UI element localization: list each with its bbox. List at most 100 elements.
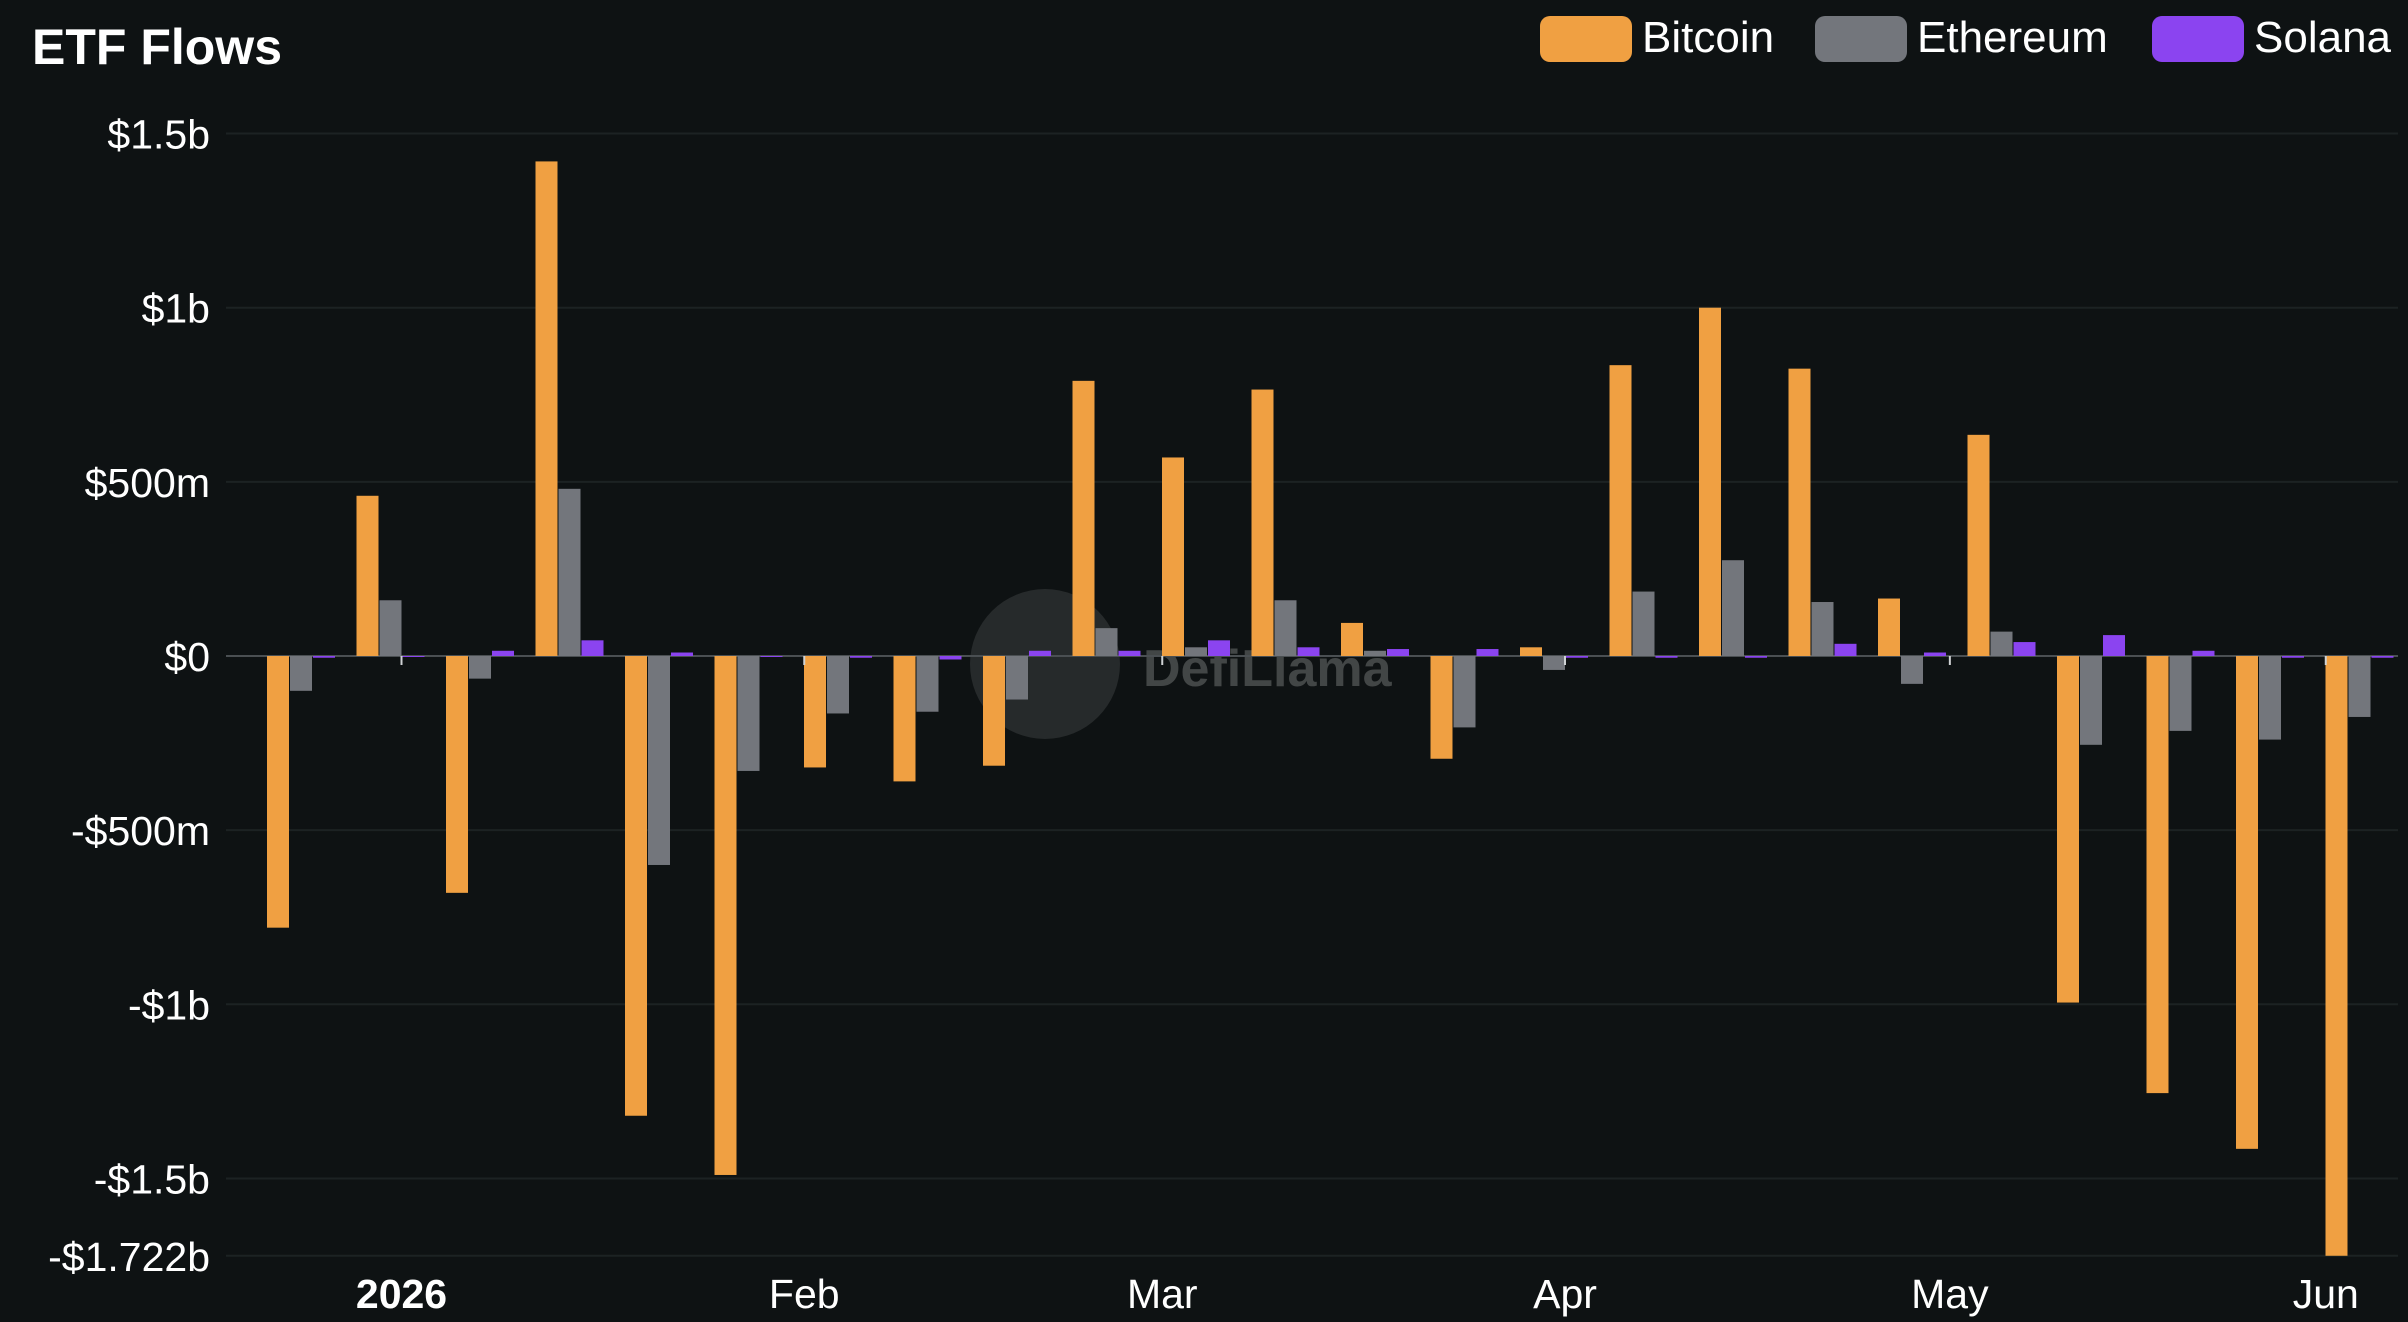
bitcoin-bar bbox=[1251, 389, 1274, 656]
x-axis-ticks: 2026 Feb Mar Apr May Jun bbox=[356, 656, 2359, 1317]
ethereum-legend-label: Ethereum bbox=[1917, 13, 2108, 62]
solana-bar bbox=[1924, 652, 1946, 656]
bitcoin-bar bbox=[1967, 434, 1990, 656]
bitcoin-bar bbox=[983, 656, 1005, 766]
bitcoin-bar bbox=[893, 656, 916, 782]
bars bbox=[267, 161, 2394, 1256]
solana-bar bbox=[671, 652, 693, 656]
solana-bar bbox=[1476, 649, 1499, 656]
y-tick-label: -$1.5b bbox=[94, 1156, 210, 1202]
bitcoin-bar bbox=[2325, 656, 2348, 1256]
bitcoin-bar bbox=[1878, 598, 1900, 656]
ethereum-bar bbox=[1632, 591, 1655, 656]
y-tick-label: -$1.722b bbox=[48, 1234, 210, 1280]
chart-title: ETF Flows bbox=[32, 19, 282, 75]
solana-bar bbox=[1745, 656, 1767, 658]
y-tick-label: $1b bbox=[142, 286, 210, 332]
bitcoin-bar bbox=[1430, 656, 1453, 759]
solana-bar bbox=[492, 650, 514, 656]
ethereum-bar bbox=[290, 656, 312, 691]
ethereum-bar bbox=[2080, 656, 2102, 745]
ethereum-bar bbox=[379, 600, 402, 656]
solana-bar bbox=[1566, 656, 1588, 658]
bitcoin-bar bbox=[2057, 656, 2079, 1003]
ethereum-bar bbox=[1811, 602, 1834, 656]
x-tick-label: 2026 bbox=[356, 1271, 447, 1317]
solana-bar bbox=[2103, 635, 2125, 656]
bitcoin-bar bbox=[804, 656, 826, 768]
bitcoin-bar bbox=[1162, 457, 1184, 656]
solana-bar bbox=[1118, 650, 1141, 656]
ethereum-bar bbox=[558, 488, 581, 656]
ethereum-bar bbox=[2169, 656, 2192, 731]
solana-bar bbox=[1655, 656, 1678, 658]
solana-bar bbox=[1029, 650, 1051, 656]
solana-bar bbox=[402, 656, 425, 657]
ethereum-bar bbox=[1095, 628, 1118, 656]
ethereum-bar bbox=[827, 656, 849, 714]
bitcoin-bar bbox=[2236, 656, 2258, 1149]
ethereum-bar bbox=[1543, 656, 1565, 670]
legend: Bitcoin Ethereum Solana bbox=[1540, 13, 2392, 62]
y-tick-label: $1.5b bbox=[107, 112, 210, 158]
ethereum-bar bbox=[1901, 656, 1923, 684]
bitcoin-bar bbox=[2146, 656, 2169, 1094]
bitcoin-bar bbox=[1072, 380, 1095, 656]
y-tick-label: -$1b bbox=[128, 982, 210, 1028]
solana-bar bbox=[850, 656, 872, 658]
bitcoin-bar bbox=[1699, 307, 1721, 656]
x-tick-label: Feb bbox=[769, 1271, 840, 1317]
ethereum-bar bbox=[2348, 656, 2371, 717]
x-tick-label: Jun bbox=[2293, 1271, 2359, 1317]
y-axis-ticks: $1.5b $1b $500m $0 -$500m -$1b -$1.5b -$1.722b bbox=[48, 112, 210, 1280]
bitcoin-bar bbox=[356, 495, 379, 656]
solana-bar bbox=[2013, 642, 2036, 656]
bitcoin-legend-swatch bbox=[1540, 16, 1632, 62]
ethereum-bar bbox=[1006, 656, 1028, 700]
y-tick-label: $500m bbox=[85, 460, 210, 506]
ethereum-bar bbox=[1453, 656, 1476, 728]
ethereum-bar bbox=[1722, 560, 1744, 656]
y-tick-label: -$500m bbox=[71, 808, 210, 854]
solana-legend-swatch bbox=[2152, 16, 2244, 62]
ethereum-bar bbox=[1990, 631, 2013, 656]
bitcoin-bar bbox=[535, 161, 558, 656]
ethereum-bar bbox=[469, 656, 491, 679]
solana-bar bbox=[939, 656, 962, 660]
bitcoin-bar bbox=[625, 656, 647, 1116]
bitcoin-bar bbox=[1788, 368, 1811, 656]
bitcoin-legend-label: Bitcoin bbox=[1642, 13, 1774, 62]
solana-bar bbox=[1297, 647, 1320, 656]
ethereum-bar bbox=[916, 656, 939, 712]
solana-bar bbox=[1208, 640, 1230, 656]
bitcoin-bar bbox=[1609, 365, 1632, 656]
solana-bar bbox=[2192, 650, 2215, 656]
ethereum-bar bbox=[648, 656, 670, 865]
grid-lines bbox=[226, 132, 2398, 1257]
solana-bar bbox=[1387, 649, 1409, 656]
solana-bar bbox=[760, 656, 783, 657]
solana-legend-label: Solana bbox=[2254, 13, 2392, 62]
solana-bar bbox=[581, 640, 604, 656]
ethereum-bar bbox=[1364, 650, 1386, 656]
y-tick-label: $0 bbox=[164, 634, 210, 680]
solana-bar bbox=[313, 656, 335, 658]
bitcoin-bar bbox=[714, 656, 737, 1175]
ethereum-legend-swatch bbox=[1815, 16, 1907, 62]
solana-bar bbox=[2371, 656, 2394, 658]
solana-bar bbox=[1834, 643, 1857, 656]
solana-bar bbox=[2282, 656, 2304, 658]
ethereum-bar bbox=[737, 656, 760, 771]
bitcoin-bar bbox=[267, 656, 289, 928]
ethereum-bar bbox=[1185, 647, 1207, 656]
x-tick-label: Apr bbox=[1533, 1271, 1597, 1317]
bitcoin-bar bbox=[446, 656, 468, 893]
x-tick-label: Mar bbox=[1127, 1271, 1198, 1317]
x-tick-label: May bbox=[1911, 1271, 1989, 1317]
bitcoin-bar bbox=[1341, 622, 1363, 656]
bitcoin-bar bbox=[1520, 647, 1542, 656]
ethereum-bar bbox=[2259, 656, 2281, 740]
ethereum-bar bbox=[1274, 600, 1297, 656]
